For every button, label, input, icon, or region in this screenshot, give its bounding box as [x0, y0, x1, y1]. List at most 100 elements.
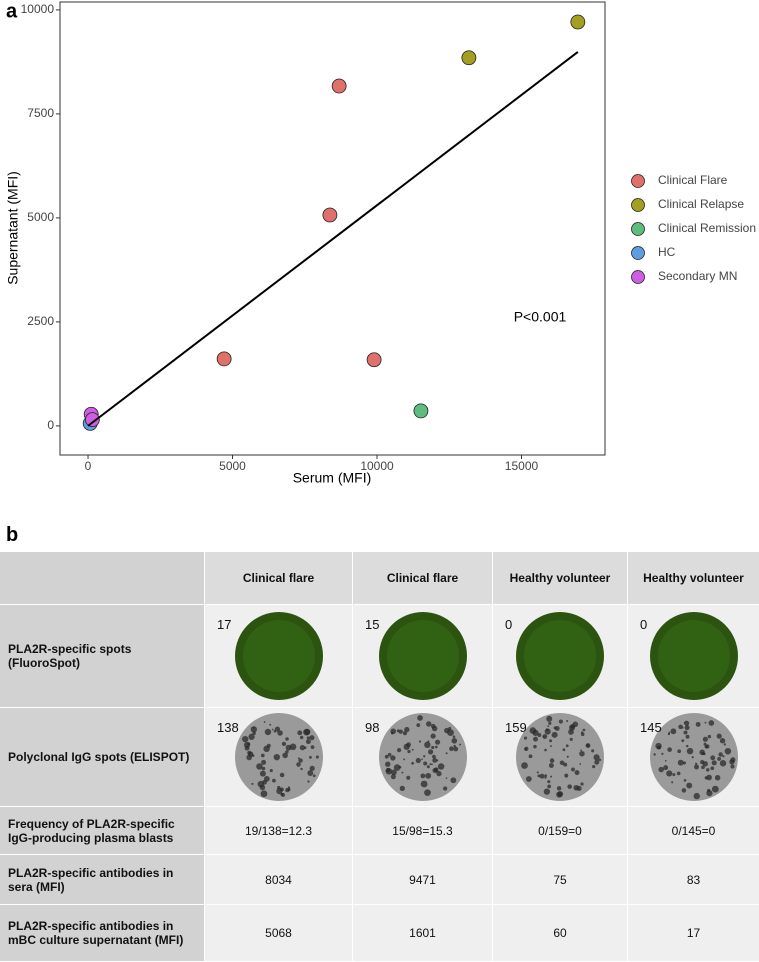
spot — [399, 785, 405, 792]
spot — [260, 790, 267, 798]
spot — [279, 772, 284, 778]
spot — [308, 735, 314, 741]
spot — [684, 725, 690, 731]
spot — [424, 772, 431, 779]
x-tick-label: 5000 — [219, 459, 246, 473]
spot — [246, 742, 250, 746]
spot — [423, 741, 431, 749]
annotation: P<0.001 — [514, 309, 567, 325]
image-cell: 159 — [493, 708, 627, 806]
spot — [579, 750, 585, 757]
row-label: PLA2R-specific antibodies in mBC culture… — [0, 905, 204, 961]
point — [570, 14, 586, 30]
fluorospot-image — [649, 612, 738, 700]
spot — [415, 757, 421, 764]
spot — [580, 782, 584, 786]
spot — [415, 723, 420, 728]
spot — [691, 756, 694, 759]
spot — [528, 754, 533, 759]
spot — [723, 743, 726, 746]
point — [413, 403, 429, 419]
table-cell: 8034 — [205, 855, 352, 904]
spot — [250, 726, 257, 733]
point — [216, 351, 232, 367]
spot — [536, 771, 539, 774]
spot — [449, 777, 456, 784]
spot — [570, 724, 575, 729]
spot — [241, 735, 248, 743]
point — [366, 352, 382, 368]
spot — [442, 786, 447, 791]
spot — [434, 745, 438, 749]
spot — [389, 728, 396, 735]
spot — [533, 736, 538, 742]
spot — [676, 771, 680, 776]
fluorospot-image — [516, 612, 604, 700]
spot — [669, 728, 676, 735]
spot — [685, 744, 688, 748]
spot — [430, 733, 436, 739]
spot-count: 0 — [640, 617, 648, 632]
spot — [652, 753, 656, 756]
spot — [686, 747, 693, 755]
spot — [565, 744, 569, 748]
spot — [702, 736, 708, 742]
spot — [702, 761, 708, 767]
spot — [546, 715, 553, 722]
header-cell: Healthy volunteer — [628, 552, 759, 604]
image-cell: 98 — [353, 708, 492, 806]
fluorospot-image — [378, 612, 467, 700]
spot — [445, 752, 448, 755]
spot — [662, 765, 668, 771]
spot — [431, 725, 437, 732]
y-tick-label: 7500 — [27, 106, 54, 120]
spot — [582, 728, 586, 732]
spot — [591, 749, 595, 753]
point — [84, 412, 100, 428]
spot — [262, 745, 270, 753]
spot — [296, 730, 302, 736]
x-tick-label: 0 — [85, 459, 92, 473]
header-cell: Healthy volunteer — [493, 552, 627, 604]
spot — [544, 776, 547, 779]
image-cell: 17 — [205, 605, 352, 707]
spot — [445, 777, 447, 780]
spot-count: 98 — [365, 720, 380, 735]
spot — [598, 758, 602, 762]
spot — [420, 758, 423, 761]
y-tick-label: 2500 — [27, 314, 54, 328]
spot — [707, 734, 711, 739]
spot-count: 0 — [505, 617, 513, 632]
panel-label: a — [6, 0, 18, 22]
spot — [405, 742, 411, 747]
spot — [701, 752, 704, 755]
spot — [537, 733, 542, 737]
spot — [683, 779, 686, 782]
legend-marker — [631, 174, 645, 188]
spot — [451, 738, 457, 744]
spot — [676, 749, 681, 754]
spot — [585, 743, 591, 748]
spot — [564, 773, 569, 778]
spot — [559, 760, 565, 766]
spot — [729, 764, 735, 769]
plot-frame — [59, 1, 606, 456]
spot — [390, 769, 397, 776]
spot — [299, 767, 303, 771]
spot-count: 17 — [217, 617, 232, 632]
spot — [422, 755, 425, 758]
legend-label: Secondary MN — [658, 269, 737, 283]
spot — [729, 757, 735, 763]
point — [322, 207, 338, 223]
spot — [434, 739, 440, 745]
table-cell: 83 — [628, 855, 759, 904]
spot — [717, 752, 723, 757]
spot — [670, 781, 673, 784]
spot — [431, 754, 436, 759]
well-glow — [242, 620, 315, 692]
spot — [711, 785, 719, 793]
spot — [721, 755, 725, 758]
spot — [566, 755, 569, 758]
spot — [452, 735, 455, 739]
